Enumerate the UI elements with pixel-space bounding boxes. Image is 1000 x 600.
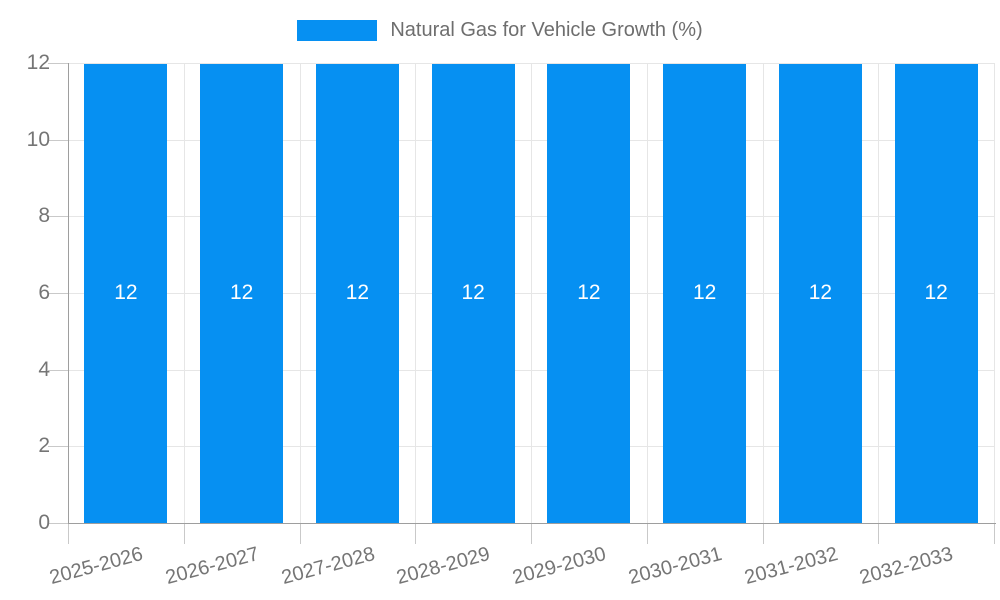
bar[interactable] xyxy=(431,64,515,523)
bar[interactable] xyxy=(547,64,631,523)
bar-value-label: 12 xyxy=(808,281,833,304)
y-tick-label: 0 xyxy=(38,511,50,534)
y-tick-label: 4 xyxy=(38,357,50,381)
x-tick-label: 2029-2030 xyxy=(510,543,609,590)
x-gridline xyxy=(183,63,185,523)
bar-value-label: 12 xyxy=(345,281,370,304)
x-tick-label: 2028-2029 xyxy=(394,543,493,590)
x-gridline xyxy=(878,63,880,523)
bar[interactable] xyxy=(84,64,168,523)
x-axis-line xyxy=(68,523,996,524)
y-tick-mark xyxy=(48,446,68,448)
bar[interactable] xyxy=(663,64,747,523)
x-gridline xyxy=(762,63,764,523)
x-gridline xyxy=(415,63,417,523)
bar-value-label: 12 xyxy=(577,281,601,304)
x-tick-label: 2027-2028 xyxy=(278,543,378,590)
x-tick-mark xyxy=(878,523,880,544)
bar[interactable] xyxy=(894,64,978,523)
bar-value-label: 12 xyxy=(461,281,485,304)
bar-value-label: 12 xyxy=(692,281,717,304)
x-tick-mark xyxy=(299,523,301,544)
x-tick-label: 2030-2031 xyxy=(626,543,725,590)
x-tick-mark xyxy=(646,523,648,544)
x-gridline xyxy=(299,63,301,523)
x-tick-mark xyxy=(994,523,995,544)
x-tick-mark xyxy=(415,523,417,544)
x-tick-mark xyxy=(68,523,69,544)
x-tick-label: 2025-2026 xyxy=(47,543,146,590)
x-gridline xyxy=(531,63,532,523)
x-tick-mark xyxy=(762,523,764,544)
x-tick-label: 2026-2027 xyxy=(163,543,262,590)
y-tick-label: 10 xyxy=(26,127,50,151)
bar-value-label: 12 xyxy=(229,281,254,304)
x-gridline xyxy=(646,63,648,523)
x-tick-mark xyxy=(183,523,185,544)
y-tick-mark xyxy=(48,369,68,371)
bar-value-label: 12 xyxy=(924,281,948,304)
x-tick-label: 2031-2032 xyxy=(741,543,841,590)
bar[interactable] xyxy=(778,64,862,523)
bar[interactable] xyxy=(200,64,284,523)
y-tick-mark xyxy=(48,523,68,524)
y-tick-mark xyxy=(48,216,68,218)
y-tick-label: 8 xyxy=(38,204,50,228)
y-tick-mark xyxy=(48,139,68,141)
legend-label: Natural Gas for Vehicle Growth (%) xyxy=(390,19,703,41)
y-tick-label: 12 xyxy=(26,51,50,74)
x-gridline xyxy=(994,63,995,523)
y-tick-mark xyxy=(48,63,68,64)
bar-value-label: 12 xyxy=(114,281,138,304)
plot-area xyxy=(68,63,995,524)
y-tick-label: 6 xyxy=(38,281,50,304)
y-tick-label: 2 xyxy=(38,434,50,458)
x-tick-mark xyxy=(531,523,532,544)
y-tick-mark xyxy=(48,293,68,294)
x-tick-label: 2032-2033 xyxy=(857,543,956,590)
legend[interactable]: Natural Gas for Vehicle Growth (%) xyxy=(0,20,1000,41)
y-axis-line xyxy=(68,63,69,524)
bar[interactable] xyxy=(315,64,399,523)
legend-swatch[interactable] xyxy=(297,20,378,41)
